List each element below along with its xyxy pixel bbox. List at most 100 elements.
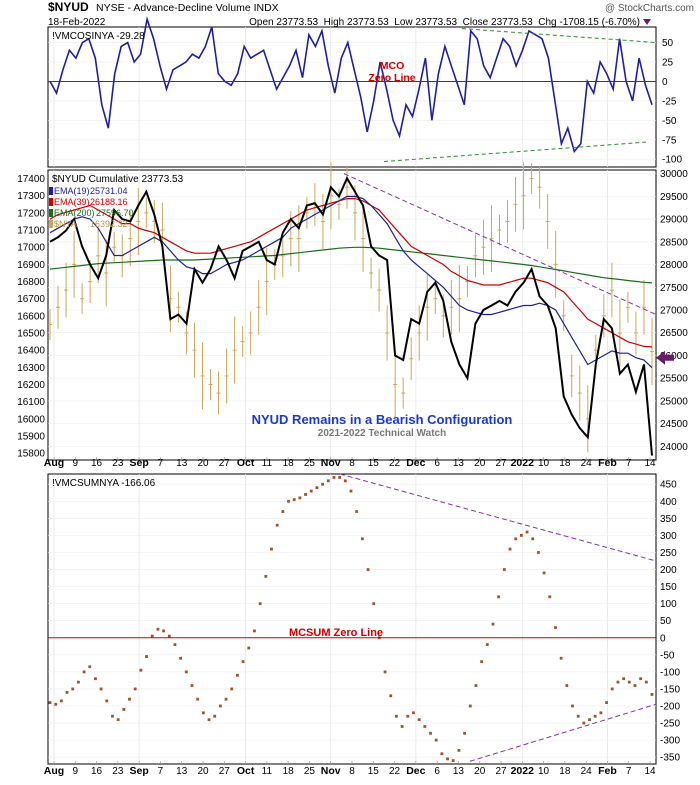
- mcsum-point: [468, 704, 472, 708]
- mcsum-point: [502, 568, 506, 571]
- mcsum-point: [531, 537, 535, 541]
- mcsum-point: [122, 708, 126, 711]
- mcsum-point: [360, 537, 364, 541]
- mcsum-point: [275, 523, 279, 527]
- cumulative-left-tick-label: 16800: [17, 277, 45, 288]
- mcsum-point: [355, 510, 359, 513]
- mcsum-point: [281, 510, 285, 513]
- mcsum-point: [463, 731, 466, 735]
- mcsum-point: [571, 704, 574, 708]
- mcsum-point: [639, 677, 643, 681]
- mcsum-point: [429, 731, 432, 735]
- mcsum-point: [480, 660, 484, 664]
- legend-swatch: [49, 220, 53, 228]
- cumulative-left-tick-label: 17000: [17, 243, 45, 254]
- mco-oscillator-line: [49, 16, 653, 154]
- mcsum-point: [400, 725, 404, 728]
- mcsum-point: [548, 595, 552, 599]
- down-arrow-icon: [643, 19, 651, 25]
- cumulative-left-tick-label: 16400: [17, 346, 45, 357]
- mcsum-point: [82, 670, 86, 674]
- cumulative-left-tick-label: 16100: [17, 397, 45, 408]
- cumulative-right-tick-label: 27000: [660, 306, 688, 317]
- mcsum-point: [213, 714, 217, 718]
- x-tick-label: 10: [538, 458, 550, 469]
- cumulative-left-tick-label: 17400: [17, 174, 45, 185]
- mcsum-zero-label: MCSUM Zero Line: [289, 627, 383, 639]
- mcsum-point: [389, 694, 393, 698]
- x-tick-label: 13: [453, 766, 465, 777]
- x-tick-label: Nov: [321, 457, 341, 469]
- chart-date: 18-Feb-2022: [48, 17, 106, 28]
- cumulative-right-tick-label: 28000: [660, 260, 688, 271]
- mcsum-point: [326, 479, 330, 483]
- x-tick-label: 11: [262, 458, 273, 469]
- mcsum-point: [610, 687, 614, 691]
- mcsum-y-tick-label: 300: [660, 531, 677, 542]
- mcsum-point: [616, 680, 620, 684]
- legend-ema19-name: EMA(19): [54, 186, 90, 196]
- mcsum-point: [184, 670, 188, 674]
- x-tick-label: 23: [112, 458, 124, 469]
- chart-description: NYSE - Advance-Decline Volume INDX: [96, 2, 279, 14]
- x-tick-label: 24: [581, 458, 593, 469]
- mcsum-point: [201, 711, 205, 715]
- mcsum-point: [218, 704, 222, 708]
- x-tick-label: 9: [73, 458, 79, 469]
- cumulative-right-tick-label: 28500: [660, 237, 688, 248]
- mcsum-point: [417, 718, 421, 722]
- mcsum-point: [264, 574, 268, 578]
- cumulative-left-tick-label: 16900: [17, 260, 45, 271]
- cumulative-right-tick-label: 26500: [660, 328, 688, 339]
- mcsum-point: [633, 684, 637, 687]
- x-tick-label: 20: [474, 766, 486, 777]
- x-tick-label: 27: [495, 766, 507, 777]
- x-tick-label: 18: [559, 458, 571, 469]
- cumulative-left-tick-label: 16700: [17, 294, 45, 305]
- mcsum-point: [554, 626, 557, 629]
- mcsum-point: [582, 721, 586, 725]
- mcsum-point: [525, 530, 529, 534]
- mcsum-point: [559, 656, 563, 660]
- mcsum-point: [514, 537, 518, 541]
- ohlc-readout: Open 23773.53 High 23773.53 Low 23773.53…: [249, 17, 640, 28]
- cumulative-right-tick-label: 27500: [660, 283, 688, 294]
- mcsum-y-tick-label: 200: [660, 565, 677, 576]
- x-tick-label: 13: [453, 458, 465, 469]
- x-tick-label: 10: [538, 766, 550, 777]
- mcsum-point: [650, 693, 654, 696]
- cumulative-right-tick-label: 26000: [660, 351, 688, 362]
- mcsum-point: [128, 697, 131, 701]
- mco-y-tick-label: -25: [662, 96, 677, 107]
- mcsum-point: [224, 697, 228, 701]
- legend-nya-value: 16392.32: [90, 219, 128, 229]
- mcsum-point: [542, 571, 546, 575]
- x-tick-label: 13: [176, 458, 188, 469]
- cumulative-right-tick-label: 25500: [660, 374, 688, 385]
- mcsum-point: [423, 725, 427, 728]
- x-tick-label: Dec: [406, 765, 425, 777]
- mcsum-support-trendline: [469, 703, 657, 762]
- mco-lower-trendline: [383, 141, 647, 163]
- cumulative-left-tick-label: 16300: [17, 363, 45, 374]
- mcsum-point: [99, 687, 103, 691]
- legend-nya-name: $NYA: [54, 219, 77, 229]
- mcsum-y-tick-label: -200: [660, 702, 680, 713]
- mcsum-point: [412, 711, 415, 715]
- mcsum-y-tick-label: -250: [660, 719, 680, 730]
- x-tick-label: 2022: [511, 457, 535, 469]
- mcsum-point: [116, 718, 120, 722]
- x-tick-label: 13: [176, 766, 188, 777]
- mco-title: !VMCOSINYA -29.28: [52, 31, 145, 42]
- mcsum-point: [593, 714, 597, 718]
- mcsum-point: [605, 701, 608, 704]
- cumulative-right-tick-label: 30000: [660, 169, 688, 180]
- mco-zero-label: Zero Line: [368, 72, 415, 84]
- x-tick-label: Sep: [130, 765, 149, 777]
- mcsum-point: [457, 748, 461, 752]
- mcsum-point: [332, 476, 336, 479]
- ema200-line: [49, 246, 653, 284]
- ema19-line: [49, 195, 653, 369]
- mcsum-point: [474, 684, 478, 687]
